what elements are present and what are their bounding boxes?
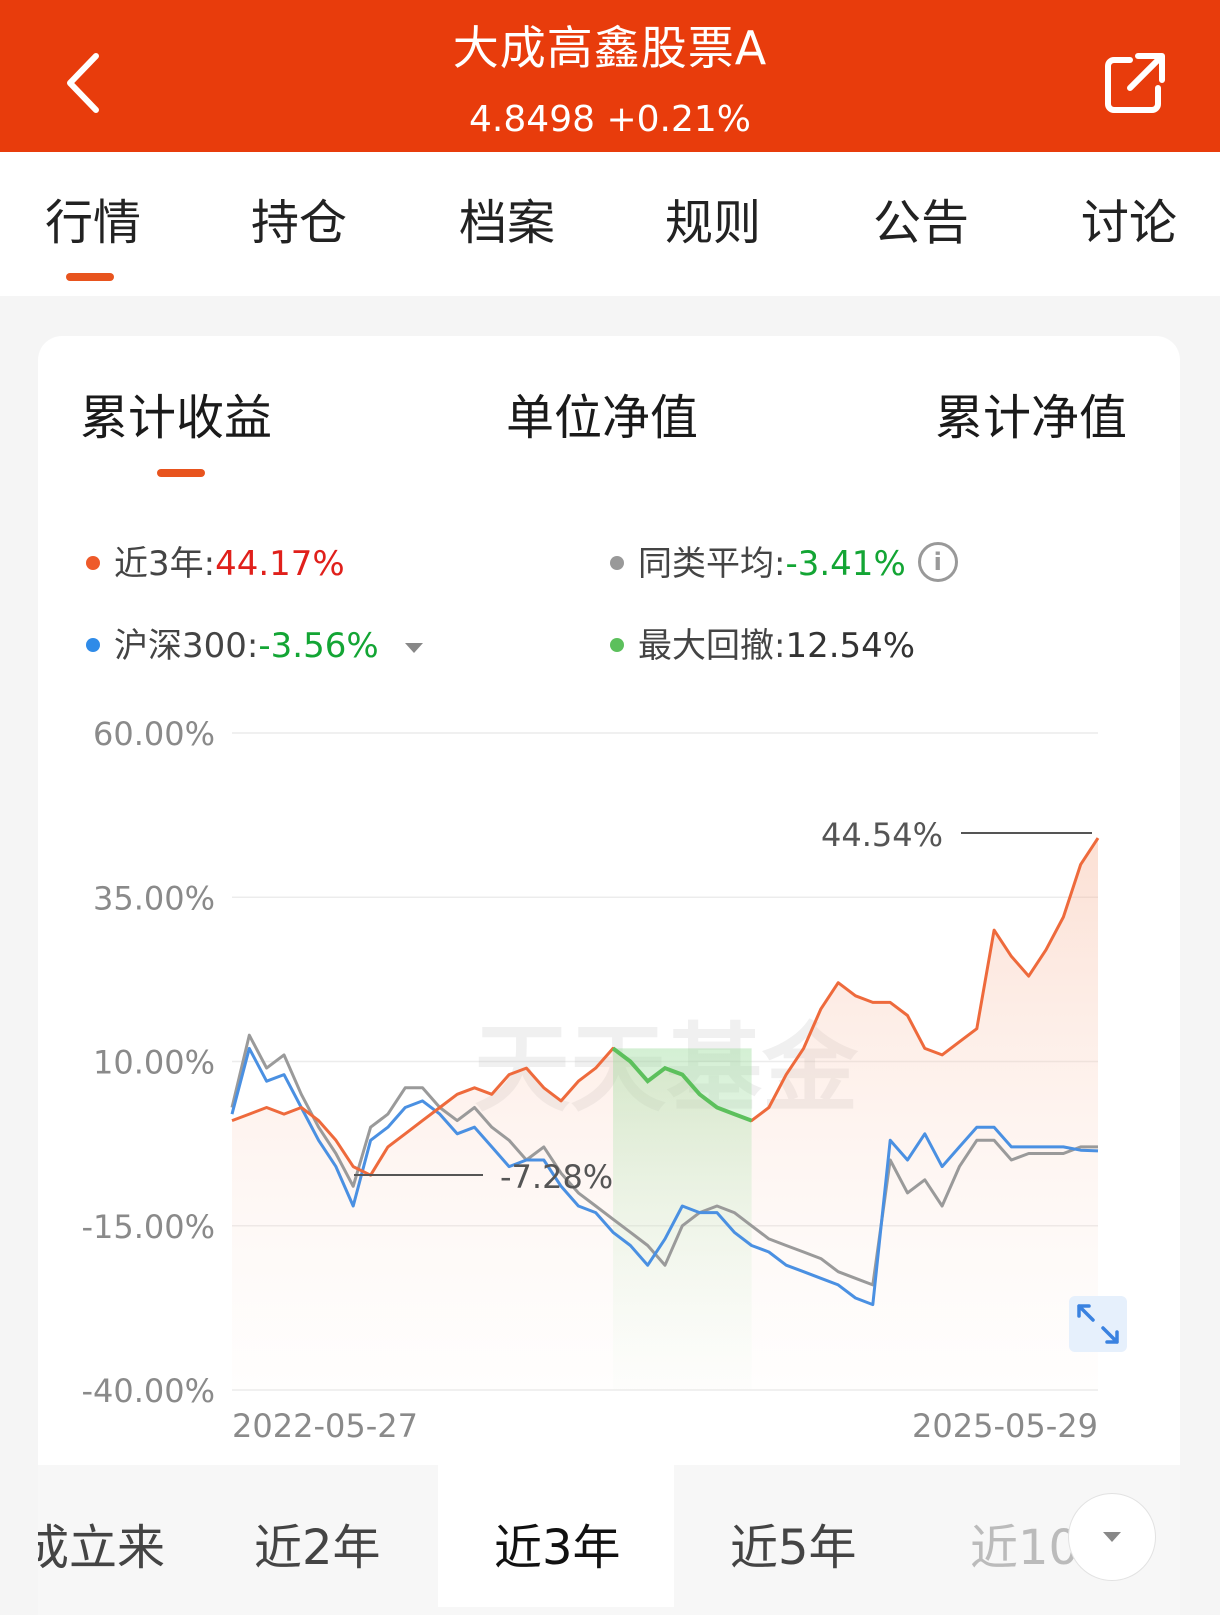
active-tab-indicator <box>66 273 114 281</box>
legend-average-label: 同类平均: <box>638 544 786 584</box>
legend-average: 同类平均:-3.41% i <box>610 541 958 586</box>
more-ranges-button[interactable] <box>1068 1493 1156 1581</box>
legend-fund: 近3年:44.17% <box>86 542 345 586</box>
subtab-cumulative-return[interactable]: 累计收益 <box>80 390 273 446</box>
legend-drawdown: 最大回撤:12.54% <box>610 624 915 668</box>
legend-average-value: -3.41% <box>785 544 906 584</box>
share-button[interactable] <box>1100 48 1170 118</box>
fund-nav-change: 4.8498 +0.21% <box>469 99 751 140</box>
legend-index-value: -3.56% <box>258 626 379 666</box>
time-range-selector: 成立来 近2年 近3年 近5年 近10年 <box>38 1465 1180 1615</box>
tab-announcements[interactable]: 公告 <box>872 195 969 251</box>
subtab-unit-nav[interactable]: 单位净值 <box>506 390 699 446</box>
range-since-inception[interactable]: 成立来 <box>38 1520 166 1576</box>
chevron-down-icon <box>1103 1532 1121 1542</box>
range-5y[interactable]: 近5年 <box>730 1520 857 1576</box>
chevron-left-icon <box>67 53 99 113</box>
share-icon <box>1105 53 1165 113</box>
legend-index: 沪深300:-3.56% <box>86 624 423 668</box>
fund-dot-icon <box>86 555 100 570</box>
legend-drawdown-label: 最大回撤: <box>638 626 786 666</box>
info-icon[interactable]: i <box>917 541 958 582</box>
fund-title: 大成高鑫股票A <box>452 21 768 75</box>
tab-market[interactable]: 行情 <box>44 195 141 251</box>
legend-fund-label: 近3年: <box>114 544 216 584</box>
range-3y[interactable]: 近3年 <box>494 1520 621 1576</box>
legend-drawdown-value: 12.54% <box>785 626 916 666</box>
back-button[interactable] <box>60 48 110 118</box>
index-dot-icon <box>86 637 100 652</box>
drawdown-dot-icon <box>610 637 624 652</box>
average-dot-icon <box>610 555 624 570</box>
tab-profile[interactable]: 档案 <box>458 195 555 251</box>
legend-fund-value: 44.17% <box>215 544 345 584</box>
main-tabs: 行情 持仓 档案 规则 公告 讨论 <box>0 152 1220 296</box>
legend-index-label: 沪深300: <box>114 626 259 666</box>
fullscreen-button[interactable] <box>1069 1296 1127 1352</box>
top-app-bar: 大成高鑫股票A 4.8498 +0.21% <box>0 0 1220 152</box>
subtab-cumulative-nav[interactable]: 累计净值 <box>935 390 1128 446</box>
range-2y[interactable]: 近2年 <box>254 1520 381 1576</box>
benchmark-dropdown-icon[interactable] <box>404 642 423 653</box>
chart-card <box>38 336 1180 1615</box>
active-range-background <box>438 1465 674 1607</box>
tab-holdings[interactable]: 持仓 <box>250 195 347 251</box>
tab-rules[interactable]: 规则 <box>664 195 761 251</box>
tab-discussion[interactable]: 讨论 <box>1080 195 1177 251</box>
expand-icon <box>1077 1304 1119 1344</box>
active-subtab-indicator <box>157 469 205 477</box>
